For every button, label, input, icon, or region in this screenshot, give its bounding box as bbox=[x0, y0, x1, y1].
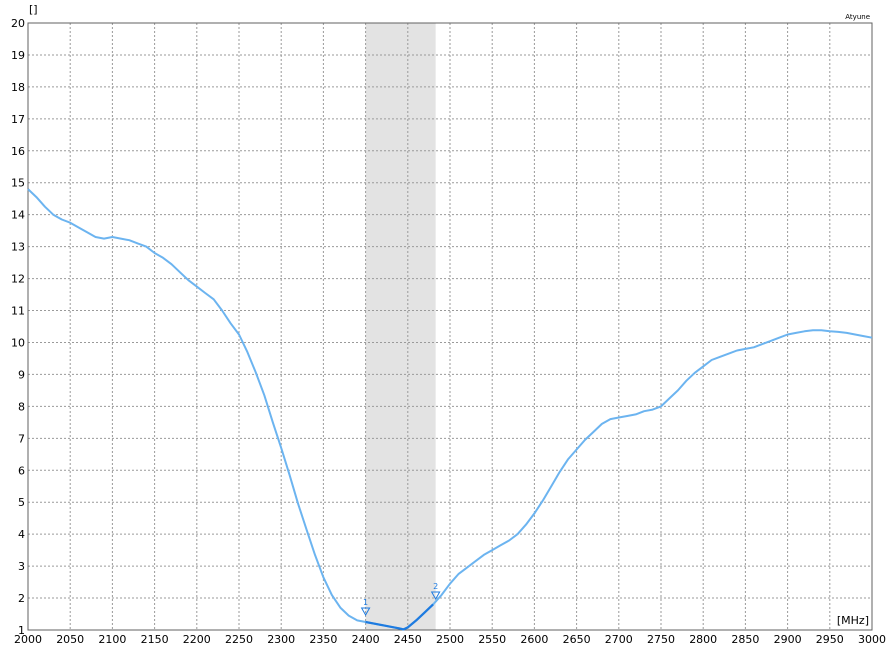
y-tick-label: 13 bbox=[11, 241, 25, 254]
x-tick-label: 2850 bbox=[731, 633, 759, 646]
y-tick-label: 1 bbox=[18, 624, 25, 637]
highlight-band bbox=[365, 23, 436, 630]
x-tick-label: 2450 bbox=[394, 633, 422, 646]
x-tick-label: 2550 bbox=[478, 633, 506, 646]
x-tick-label: 2350 bbox=[309, 633, 337, 646]
series-line-highlight bbox=[365, 603, 434, 631]
y-tick-label: 3 bbox=[18, 560, 25, 573]
y-tick-label: 2 bbox=[18, 592, 25, 605]
marker-label: 2 bbox=[433, 582, 438, 591]
y-tick-label: 6 bbox=[18, 464, 25, 477]
x-axis-ticks: 2000 2050 2100 2150 2200 2250 2300 2350 2400 2450… bbox=[14, 633, 886, 646]
x-tick-label: 2300 bbox=[267, 633, 295, 646]
y-tick-label: 18 bbox=[11, 81, 25, 94]
x-tick-label: 2950 bbox=[816, 633, 844, 646]
x-tick-label: 2900 bbox=[774, 633, 802, 646]
trace-name-label: Atyune bbox=[845, 13, 870, 21]
y-tick-label: 19 bbox=[11, 49, 25, 62]
x-tick-label: 2100 bbox=[98, 633, 126, 646]
y-tick-label: 5 bbox=[18, 496, 25, 509]
x-tick-label: 2600 bbox=[520, 633, 548, 646]
x-tick-label: 2250 bbox=[225, 633, 253, 646]
x-tick-label: 2650 bbox=[563, 633, 591, 646]
markers: 12 bbox=[360, 582, 441, 617]
y-tick-label: 11 bbox=[11, 305, 25, 318]
y-tick-label: 14 bbox=[11, 209, 25, 222]
y-tick-label: 20 bbox=[11, 17, 25, 30]
series-line bbox=[27, 188, 873, 631]
x-tick-label: 2750 bbox=[647, 633, 675, 646]
y-tick-label: 8 bbox=[18, 400, 25, 413]
x-tick-label: 2500 bbox=[436, 633, 464, 646]
x-axis-unit: [MHz] bbox=[837, 614, 869, 627]
y-tick-label: 16 bbox=[11, 145, 25, 158]
grid-lines bbox=[28, 23, 872, 630]
x-tick-label: 3000 bbox=[858, 633, 886, 646]
x-tick-label: 2700 bbox=[605, 633, 633, 646]
y-tick-label: 17 bbox=[11, 113, 25, 126]
x-tick-label: 2000 bbox=[14, 633, 42, 646]
y-axis-unit: [] bbox=[29, 3, 38, 16]
marker-label: 1 bbox=[363, 598, 368, 607]
y-tick-label: 10 bbox=[11, 336, 25, 349]
y-tick-label: 12 bbox=[11, 273, 25, 286]
x-tick-label: 2050 bbox=[56, 633, 84, 646]
y-tick-label: 7 bbox=[18, 432, 25, 445]
y-tick-label: 15 bbox=[11, 177, 25, 190]
marker-triangle bbox=[360, 607, 371, 617]
y-tick-label: 9 bbox=[18, 368, 25, 381]
plot-border bbox=[27, 22, 873, 631]
y-tick-label: 4 bbox=[18, 528, 25, 541]
x-tick-label: 2800 bbox=[689, 633, 717, 646]
x-tick-label: 2200 bbox=[183, 633, 211, 646]
marker-triangle bbox=[430, 591, 441, 601]
x-tick-label: 2150 bbox=[141, 633, 169, 646]
x-tick-label: 2400 bbox=[352, 633, 380, 646]
